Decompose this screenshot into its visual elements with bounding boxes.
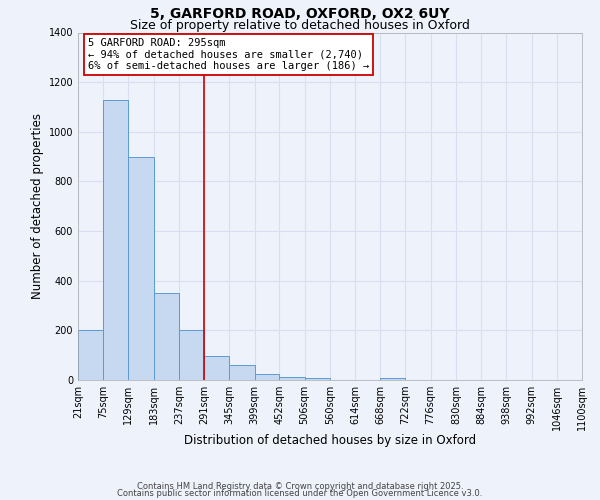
Bar [78,330,103,380]
Bar [128,156,154,380]
Bar [154,293,179,380]
Bar [179,330,204,380]
Y-axis label: Number of detached properties: Number of detached properties [31,114,44,299]
X-axis label: Distribution of detached houses by size in Oxford: Distribution of detached houses by size … [184,434,476,448]
Bar [229,365,254,380]
Text: Contains HM Land Registry data © Crown copyright and database right 2025.: Contains HM Land Registry data © Crown c… [137,482,463,491]
Bar [204,356,229,380]
Bar [254,374,280,380]
Text: Contains public sector information licensed under the Open Government Licence v3: Contains public sector information licen… [118,489,482,498]
Text: Size of property relative to detached houses in Oxford: Size of property relative to detached ho… [130,19,470,32]
Text: 5, GARFORD ROAD, OXFORD, OX2 6UY: 5, GARFORD ROAD, OXFORD, OX2 6UY [150,8,450,22]
Bar [103,100,128,380]
Bar [280,377,305,380]
Bar [380,378,406,380]
Text: 5 GARFORD ROAD: 295sqm
← 94% of detached houses are smaller (2,740)
6% of semi-d: 5 GARFORD ROAD: 295sqm ← 94% of detached… [88,38,370,71]
Bar [305,378,330,380]
